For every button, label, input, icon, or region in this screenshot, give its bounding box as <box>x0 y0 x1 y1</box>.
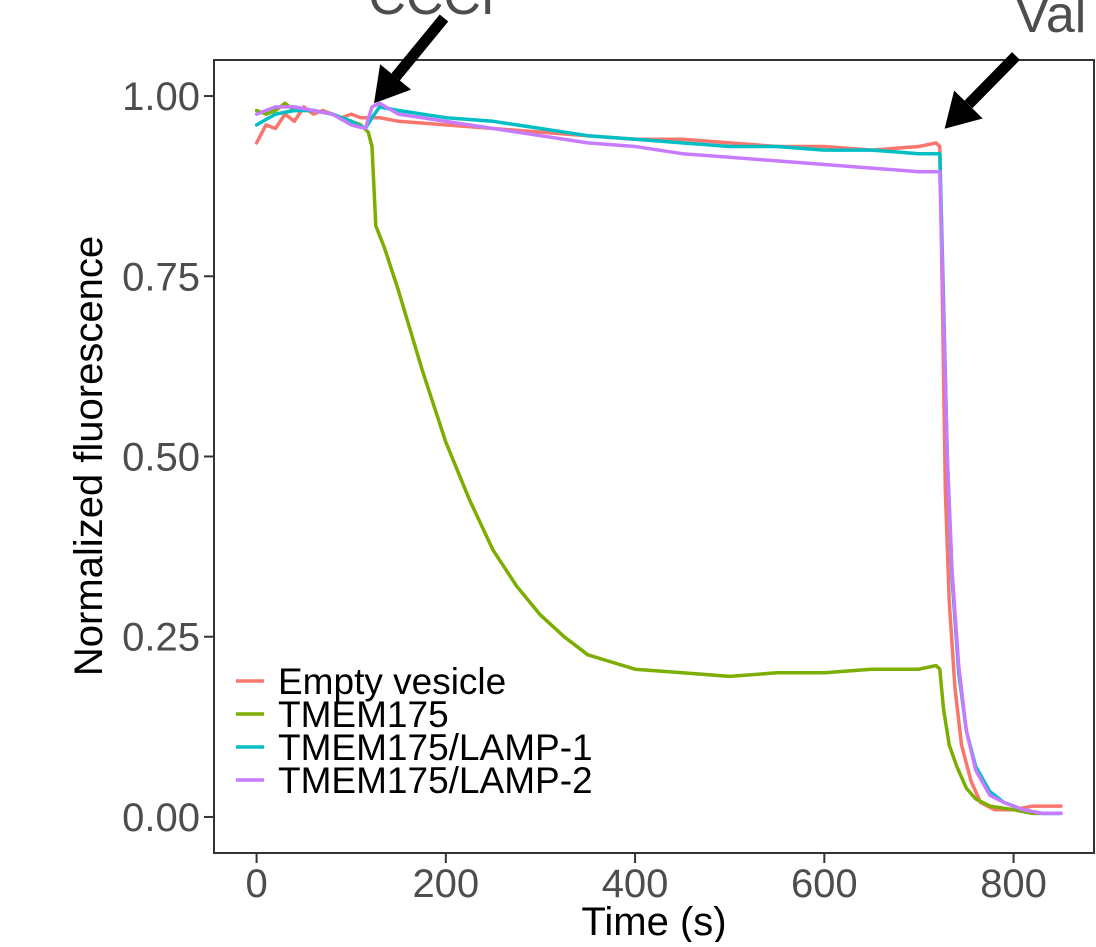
legend-label-empty-vesicle: Empty vesicle <box>278 661 506 702</box>
x-tick-label: 800 <box>980 862 1047 906</box>
y-tick-label: 0.75 <box>122 255 200 299</box>
series-line-tmem175-lamp-2 <box>254 101 1063 816</box>
y-axis-title: Normalized fluorescence <box>67 236 111 676</box>
y-tick-label: 0.00 <box>122 796 200 840</box>
arrowhead-cccp <box>374 64 412 104</box>
arrowhead-val <box>944 90 983 129</box>
y-tick-label: 0.25 <box>122 616 200 660</box>
y-tick-label: 0.50 <box>122 436 200 480</box>
x-axis-title: Time (s) <box>581 900 726 942</box>
arrow-val <box>964 52 1020 109</box>
axes-layer: 0 200 400 600 800 0.00 0.25 0.50 0.75 1.00 <box>122 75 1047 906</box>
legend-label-tmem175-lamp-2: TMEM175/LAMP-2 <box>278 760 593 801</box>
legend: Empty vesicleTMEM175TMEM175/LAMP-1TMEM17… <box>236 661 593 801</box>
annotation-label-val: Val <box>1015 0 1086 44</box>
legend-label-tmem175: TMEM175 <box>278 694 449 735</box>
x-tick-label: 400 <box>602 862 669 906</box>
arrow-cccp <box>391 14 449 81</box>
x-tick-label: 0 <box>245 862 267 906</box>
x-tick-label: 600 <box>791 862 858 906</box>
legend-label-tmem175-lamp-1: TMEM175/LAMP-1 <box>278 727 593 768</box>
annotation-layer: CCCP Val <box>368 0 1086 129</box>
series-layer <box>254 101 1063 816</box>
annotation-label-cccp: CCCP <box>368 0 515 26</box>
y-tick-label: 1.00 <box>122 75 200 119</box>
x-tick-label: 200 <box>412 862 479 906</box>
